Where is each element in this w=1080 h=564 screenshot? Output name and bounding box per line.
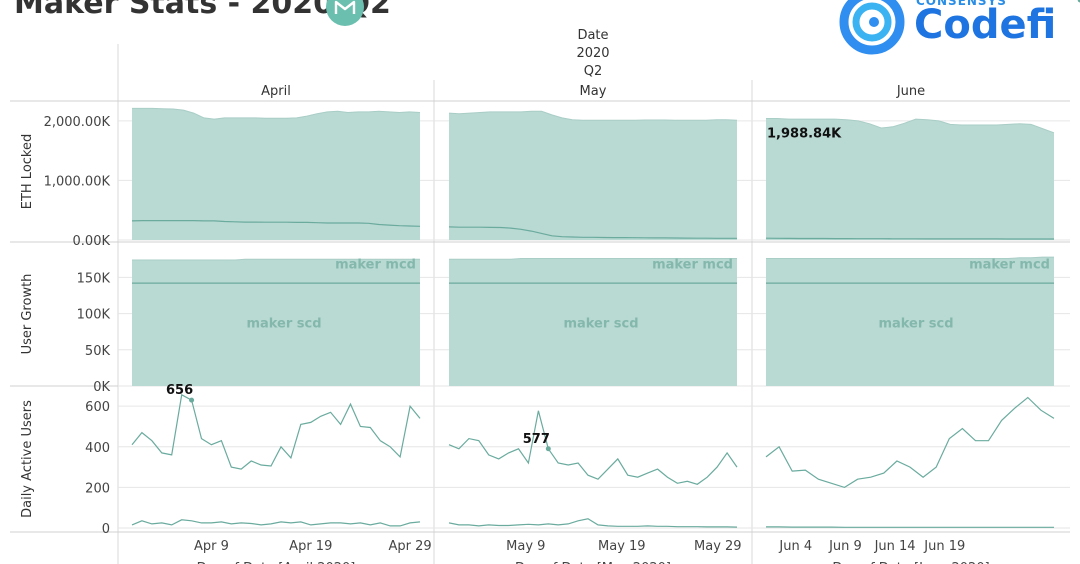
area-maker-mcd: [132, 259, 420, 386]
codefi-logo: CONSENSYS Codefi: [834, 0, 1070, 58]
column-header-quarter: Q2: [584, 64, 603, 79]
area-maker-mcd: [449, 111, 737, 240]
area-maker-mcd: [766, 257, 1054, 386]
line-maker-mcd: [766, 118, 1055, 134]
x-tick-label: May 29: [694, 539, 742, 554]
annotation-eth-locked: 1,988.84K: [767, 127, 842, 142]
series-label-scd: maker scd: [563, 316, 638, 331]
y-tick-label: 200: [85, 481, 110, 496]
month-header: June: [896, 84, 925, 99]
line-maker-mcd: [448, 410, 738, 485]
y-tick-label: 150K: [77, 271, 111, 286]
y-tick-label: 0: [102, 522, 110, 537]
x-tick-label: Apr 19: [289, 539, 332, 554]
series-label-mcd: maker mcd: [969, 258, 1050, 273]
column-headers: Date 2020 Q2: [576, 28, 609, 79]
y-tick-label: 1,000.00K: [44, 174, 111, 189]
column-header-date: Date: [577, 28, 608, 43]
line-maker-mcd: [766, 256, 1054, 259]
y-tick-label: 0.00K: [73, 234, 111, 249]
x-tick-label: May 19: [598, 539, 646, 554]
codefi-swirl-icon: [839, 0, 905, 55]
peak-label: 577: [523, 432, 550, 447]
brand-name: Codefi: [914, 2, 1057, 48]
y-axis-label: ETH Locked: [20, 134, 35, 210]
series-label-scd: maker scd: [246, 316, 321, 331]
line-maker-mcd: [448, 110, 738, 121]
line-maker-mcd: [132, 107, 421, 120]
x-axis-label: Day of Date [April 2020]: [197, 561, 356, 564]
series-label-mcd: maker mcd: [652, 258, 733, 273]
x-axis-label: Day of Date [June 2020]: [832, 561, 989, 564]
peak-label: 643: [1055, 0, 1080, 4]
line-maker-scd: [131, 519, 421, 527]
peak-point: [545, 446, 551, 452]
brand-subtitle: CONSENSYS: [916, 0, 1007, 8]
maker-logo-icon: [326, 0, 364, 26]
series-label-mcd: maker mcd: [335, 258, 416, 273]
line-maker-scd: [448, 226, 737, 239]
line-maker-mcd: [765, 396, 1055, 489]
area-maker-mcd: [449, 258, 737, 386]
x-tick-label: Jun 14: [874, 539, 916, 554]
page-title: Maker Stats - 2020 Q2: [14, 0, 391, 21]
y-tick-label: 50K: [85, 344, 111, 359]
y-tick-label: 0K: [93, 380, 110, 395]
peak-label: 656: [166, 383, 193, 398]
x-axis-label: Day of Date [May 2020]: [515, 561, 671, 564]
peak-point: [189, 397, 195, 403]
line-maker-mcd: [131, 393, 421, 470]
series-label-scd: maker scd: [878, 316, 953, 331]
y-tick-label: 400: [85, 441, 110, 456]
line-maker-mcd: [132, 258, 420, 261]
month-header: May: [580, 84, 607, 99]
x-tick-label: Apr 9: [194, 539, 229, 554]
area-maker-mcd: [766, 118, 1054, 240]
peak-point: [1077, 0, 1080, 3]
column-header-year: 2020: [576, 46, 609, 61]
line-maker-scd: [131, 220, 421, 227]
y-axis-label: User Growth: [20, 274, 35, 355]
y-tick-label: 2,000.00K: [44, 115, 111, 130]
y-axis-label: Daily Active Users: [20, 400, 35, 518]
y-tick-label: 600: [85, 400, 110, 415]
x-tick-label: Jun 9: [828, 539, 862, 554]
x-tick-label: Apr 29: [388, 539, 431, 554]
area-maker-mcd: [132, 108, 420, 241]
x-tick-label: Jun 19: [923, 539, 965, 554]
line-maker-scd: [765, 237, 1054, 240]
chart-marks: April May June ETH Locked 0.00K 1,000.00K 2,00…: [20, 0, 1080, 564]
line-maker-mcd: [449, 258, 737, 260]
month-header: April: [261, 84, 291, 99]
y-tick-label: 100K: [77, 308, 111, 323]
x-tick-label: May 9: [506, 539, 545, 554]
x-tick-label: Jun 4: [778, 539, 812, 554]
line-maker-scd: [448, 518, 738, 528]
